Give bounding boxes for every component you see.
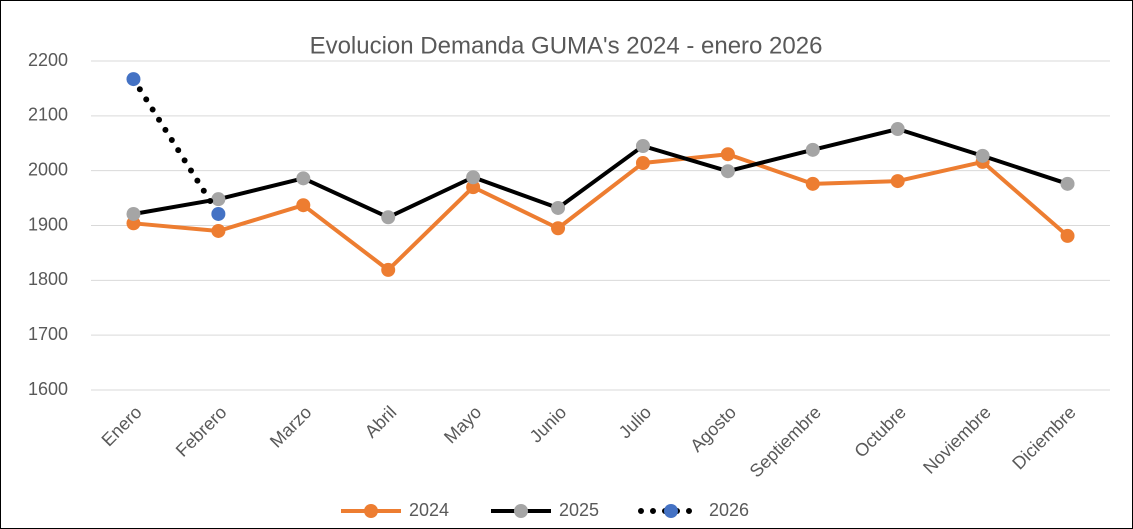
legend-label: 2025 bbox=[559, 500, 599, 520]
data-point bbox=[890, 174, 905, 189]
legend-marker bbox=[364, 504, 378, 518]
data-point bbox=[1060, 228, 1075, 243]
data-point bbox=[466, 180, 481, 195]
y-tick-label: 2000 bbox=[28, 159, 68, 179]
data-point bbox=[805, 176, 820, 191]
data-point bbox=[805, 142, 820, 157]
data-point bbox=[126, 206, 141, 221]
data-point bbox=[551, 221, 566, 236]
series-line bbox=[133, 126, 1069, 220]
y-tick-label: 2200 bbox=[28, 50, 68, 70]
data-point bbox=[211, 223, 226, 238]
data-point bbox=[975, 148, 990, 163]
data-point bbox=[551, 200, 566, 215]
data-point bbox=[466, 170, 481, 185]
data-point bbox=[635, 138, 650, 153]
y-tick-label: 2100 bbox=[28, 105, 68, 125]
y-tick-label: 1600 bbox=[28, 379, 68, 399]
series-line bbox=[130, 76, 222, 217]
data-point bbox=[211, 192, 226, 207]
series-line bbox=[133, 152, 1069, 272]
data-point bbox=[296, 171, 311, 186]
legend-label: 2026 bbox=[709, 500, 749, 520]
data-point bbox=[720, 164, 735, 179]
y-tick-label: 1800 bbox=[28, 269, 68, 289]
chart-title: Evolucion Demanda GUMA's 2024 - enero 20… bbox=[310, 32, 823, 59]
data-point bbox=[296, 198, 311, 213]
data-point bbox=[381, 210, 396, 225]
data-point bbox=[211, 206, 226, 221]
legend-marker bbox=[514, 504, 528, 518]
data-point bbox=[381, 262, 396, 277]
data-point bbox=[890, 121, 905, 136]
data-point bbox=[720, 147, 735, 162]
data-point bbox=[635, 155, 650, 170]
y-tick-label: 1700 bbox=[28, 324, 68, 344]
data-point bbox=[1060, 176, 1075, 191]
legend-label: 2024 bbox=[409, 500, 449, 520]
data-point bbox=[126, 72, 141, 87]
y-tick-label: 1900 bbox=[28, 214, 68, 234]
legend-marker bbox=[664, 504, 678, 518]
